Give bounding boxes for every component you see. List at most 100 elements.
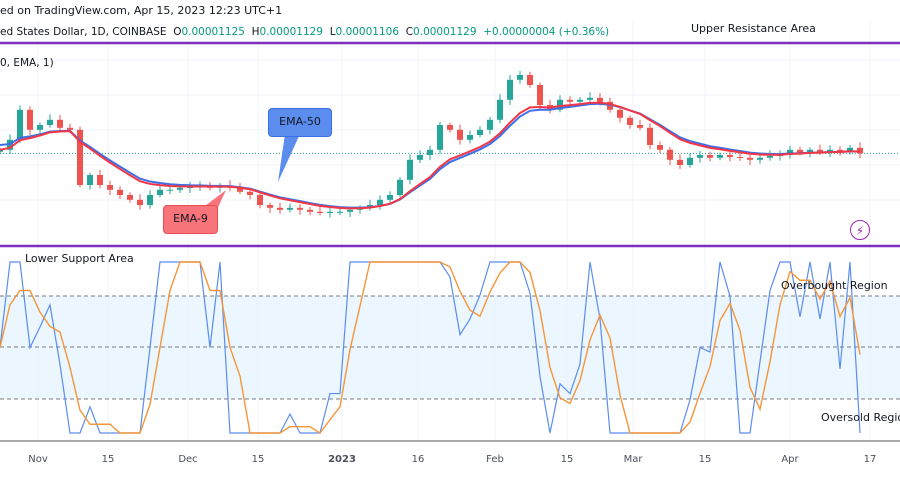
- low-label: L: [329, 26, 336, 38]
- candle-body: [307, 209, 313, 212]
- candle-body: [347, 209, 353, 212]
- candle-body: [797, 149, 803, 153]
- candle-body: [37, 125, 43, 130]
- candle-body: [537, 85, 543, 105]
- candle-body: [687, 157, 693, 165]
- candle-body: [577, 99, 583, 102]
- candle-body: [47, 119, 53, 125]
- candle-body: [587, 97, 593, 100]
- candle-body: [267, 205, 273, 208]
- candle-body: [167, 189, 173, 191]
- x-axis-tick: 16: [411, 454, 425, 465]
- candle-body: [447, 125, 453, 130]
- x-axis-tick: 15: [101, 454, 115, 465]
- candle-body: [807, 149, 813, 153]
- candle-body: [377, 199, 383, 205]
- candle-body: [597, 97, 603, 102]
- x-axis-tick: Dec: [178, 454, 198, 465]
- candle-body: [297, 207, 303, 210]
- candle-body: [17, 109, 23, 140]
- candle-body: [417, 155, 423, 160]
- lightning-icon[interactable]: ⚡︎: [850, 220, 870, 240]
- candle-body: [287, 207, 293, 210]
- candle-body: [627, 117, 633, 125]
- candle-body: [507, 79, 513, 100]
- ema9-callout[interactable]: EMA-9: [163, 205, 218, 234]
- ema50-callout-pointer: [278, 134, 300, 182]
- candle-body: [817, 149, 823, 152]
- candle-body: [497, 99, 503, 120]
- stoch-d-line: [0, 261, 861, 434]
- candle-body: [107, 185, 113, 190]
- ema50-callout[interactable]: EMA-50: [268, 108, 332, 137]
- candle-body: [57, 119, 63, 128]
- candle-body: [87, 175, 93, 185]
- open-value: 0.00001125: [181, 26, 245, 38]
- candle-body: [557, 99, 563, 110]
- candle-body: [177, 187, 183, 190]
- high-value: 0.00001129: [259, 26, 323, 38]
- candle-body: [647, 127, 653, 145]
- candle-body: [387, 195, 393, 200]
- candle-body: [617, 109, 623, 118]
- indicator-legend: 0, EMA, 1): [0, 57, 54, 69]
- candle-body: [857, 147, 863, 154]
- candle-body: [527, 75, 533, 85]
- x-axis-tick: 15: [698, 454, 712, 465]
- ema50-line: [0, 102, 861, 209]
- candle-body: [457, 129, 463, 140]
- high-label: H: [251, 26, 260, 38]
- candle-body: [0, 149, 3, 152]
- candle-body: [427, 149, 433, 155]
- candle-body: [437, 125, 443, 150]
- x-axis-tick: Apr: [781, 454, 799, 465]
- candle-body: [277, 207, 283, 210]
- candle-body: [317, 211, 323, 213]
- close-label: C: [405, 26, 414, 38]
- candle-body: [667, 149, 673, 160]
- overbought-label: Overbought Region: [781, 279, 888, 292]
- close-value: 0.00001129: [413, 26, 477, 38]
- candle-body: [467, 135, 473, 140]
- candle-body: [637, 125, 643, 128]
- upper-resistance-label: Upper Resistance Area: [691, 22, 816, 35]
- candle-body: [717, 155, 723, 158]
- x-axis-tick: 15: [560, 454, 574, 465]
- x-axis-tick: Feb: [486, 454, 504, 465]
- candle-body: [117, 189, 123, 195]
- candle-body: [697, 155, 703, 158]
- candle-body: [237, 187, 243, 192]
- candle-body: [477, 129, 483, 135]
- candle-body: [767, 155, 773, 158]
- candle-body: [397, 179, 403, 195]
- candle-body: [847, 147, 853, 152]
- candle-body: [147, 195, 153, 205]
- candle-body: [747, 157, 753, 160]
- candle-body: [567, 99, 573, 102]
- x-axis-tick: Mar: [623, 454, 643, 465]
- x-axis-tick: 2023: [328, 454, 356, 465]
- candle-body: [827, 149, 833, 152]
- candle-body: [727, 155, 733, 157]
- candle-body: [837, 149, 843, 152]
- candle-body: [97, 175, 103, 185]
- candle-body: [657, 145, 663, 150]
- candle-body: [707, 155, 713, 158]
- candle-body: [127, 195, 133, 200]
- candle-body: [157, 189, 163, 195]
- candle-body: [27, 109, 33, 130]
- candle-body: [327, 211, 333, 213]
- candle-body: [67, 127, 73, 130]
- candle-body: [247, 191, 253, 195]
- lower-support-label: Lower Support Area: [25, 252, 134, 265]
- x-axis-tick: Nov: [28, 454, 48, 465]
- low-value: 0.00001106: [335, 26, 400, 38]
- candle-body: [517, 75, 523, 80]
- candle-body: [77, 129, 83, 185]
- x-axis-tick: 17: [863, 454, 877, 465]
- candle-body: [137, 199, 143, 205]
- candle-body: [737, 157, 743, 158]
- published-header: ed on TradingView.com, Apr 15, 2023 12:2…: [0, 4, 283, 17]
- x-axis-tick: 15: [251, 454, 265, 465]
